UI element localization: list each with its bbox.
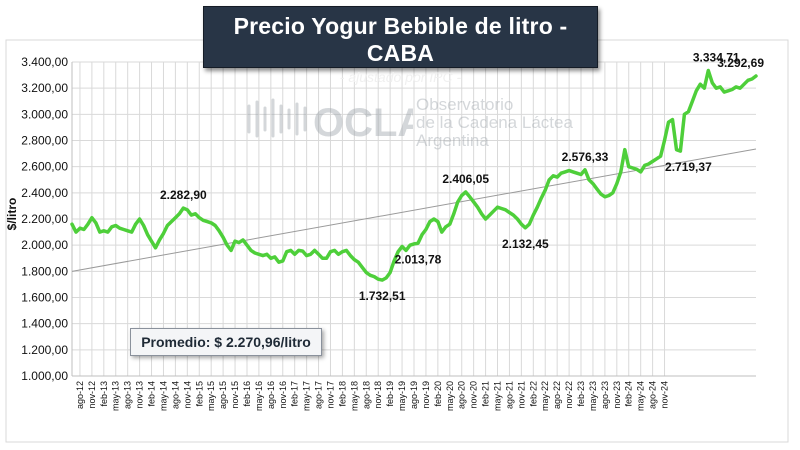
x-tick-label: may-24 bbox=[636, 381, 646, 411]
x-tick-label: feb-23 bbox=[576, 381, 586, 407]
y-tick-label: 2.800,00 bbox=[21, 134, 68, 148]
x-tick-label: nov-23 bbox=[612, 381, 622, 409]
x-tick-label: may-13 bbox=[111, 381, 121, 411]
x-tick-label: feb-18 bbox=[337, 381, 347, 407]
y-tick-label: 3.200,00 bbox=[21, 81, 68, 95]
data-label: 2.406,05 bbox=[442, 172, 489, 186]
x-tick-label: may-17 bbox=[302, 381, 312, 411]
x-tick-label: ago-13 bbox=[123, 381, 133, 409]
x-tick-label: may-23 bbox=[588, 381, 598, 411]
x-tick-label: nov-24 bbox=[660, 381, 670, 409]
x-tick-label: may-16 bbox=[254, 381, 264, 411]
x-tick-label: nov-19 bbox=[421, 381, 431, 409]
x-tick-label: may-15 bbox=[206, 381, 216, 411]
x-tick-label: nov-21 bbox=[516, 381, 526, 409]
x-tick-label: may-14 bbox=[158, 381, 168, 411]
ocla-logo-text: OCLA bbox=[313, 101, 413, 145]
average-box: Promedio: $ 2.270,96/litro bbox=[130, 328, 322, 356]
y-tick-label: 1.800,00 bbox=[21, 264, 68, 278]
x-tick-label: ago-12 bbox=[75, 381, 85, 409]
ocla-logo-icon: OCLA bbox=[247, 98, 426, 145]
x-tick-label: ago-14 bbox=[170, 381, 180, 409]
x-tick-label: nov-20 bbox=[469, 381, 479, 409]
data-label: 2.013,78 bbox=[395, 252, 442, 266]
x-tick-label: ago-20 bbox=[457, 381, 467, 409]
x-tick-label: nov-16 bbox=[278, 381, 288, 409]
y-tick-label: 2.000,00 bbox=[21, 238, 68, 252]
y-tick-label: 3.000,00 bbox=[21, 107, 68, 121]
data-label: 3.334,71 bbox=[693, 51, 740, 65]
x-tick-label: may-20 bbox=[445, 381, 455, 411]
x-tick-label: feb-24 bbox=[624, 381, 634, 407]
x-tick-label: ago-24 bbox=[648, 381, 658, 409]
x-tick-label: feb-22 bbox=[528, 381, 538, 407]
x-tick-label: may-21 bbox=[493, 381, 503, 411]
x-tick-label: feb-20 bbox=[433, 381, 443, 407]
org-line-3: Argentina bbox=[416, 131, 489, 150]
y-tick-label: 1.200,00 bbox=[21, 343, 68, 357]
x-tick-label: feb-14 bbox=[147, 381, 157, 407]
x-tick-label: ago-16 bbox=[266, 381, 276, 409]
series-line bbox=[70, 68, 758, 282]
x-tick-label: nov-18 bbox=[373, 381, 383, 409]
chart-title-box: Precio Yogur Bebible de litro - CABA - a… bbox=[203, 6, 598, 85]
x-tick-label: ago-22 bbox=[552, 381, 562, 409]
y-tick-label: 2.200,00 bbox=[21, 212, 68, 226]
x-tick-label: nov-14 bbox=[182, 381, 192, 409]
x-tick-label: ago-23 bbox=[600, 381, 610, 409]
x-tick-label: ago-18 bbox=[361, 381, 371, 409]
x-tick-label: feb-15 bbox=[194, 381, 204, 407]
y-tick-label: 1.600,00 bbox=[21, 291, 68, 305]
data-label: 2.282,90 bbox=[160, 188, 207, 202]
x-tick-label: may-19 bbox=[397, 381, 407, 411]
x-tick-label: nov-13 bbox=[135, 381, 145, 409]
data-label: 2.719,37 bbox=[665, 160, 712, 174]
y-tick-label: 2.600,00 bbox=[21, 160, 68, 174]
chart-subtitle: - ajustado por IPC - bbox=[339, 69, 462, 85]
org-line-1: Observatorio bbox=[416, 95, 514, 114]
x-tick-label: feb-19 bbox=[385, 381, 395, 407]
x-tick-label: feb-17 bbox=[290, 381, 300, 407]
y-tick-label: 1.400,00 bbox=[21, 317, 68, 331]
x-tick-label: feb-16 bbox=[242, 381, 252, 407]
y-tick-label: 1.000,00 bbox=[21, 369, 68, 383]
chart-title: Precio Yogur Bebible de litro - CABA bbox=[233, 13, 568, 66]
y-tick-label: 3.400,00 bbox=[21, 55, 68, 69]
data-label: 2.132,45 bbox=[502, 237, 549, 251]
ocla-org-name: Observatorio de la Cadena Láctea Argenti… bbox=[416, 96, 573, 150]
x-tick-label: nov-22 bbox=[564, 381, 574, 409]
org-line-2: de la Cadena Láctea bbox=[416, 113, 573, 132]
data-label: 1.732,51 bbox=[359, 289, 406, 303]
x-tick-label: feb-21 bbox=[481, 381, 491, 407]
x-tick-label: ago-17 bbox=[314, 381, 324, 409]
x-tick-label: nov-15 bbox=[230, 381, 240, 409]
y-tick-label: 2.400,00 bbox=[21, 186, 68, 200]
x-tick-label: nov-12 bbox=[87, 381, 97, 409]
x-tick-label: ago-21 bbox=[504, 381, 514, 409]
x-tick-label: may-18 bbox=[349, 381, 359, 411]
x-tick-label: may-22 bbox=[540, 381, 550, 411]
x-tick-label: feb-13 bbox=[99, 381, 109, 407]
data-label: 3.292,69 bbox=[717, 56, 764, 70]
ocla-watermark: OCLA Observatorio de la Cadena Láctea Ar… bbox=[243, 94, 573, 156]
data-label: 2.576,33 bbox=[562, 150, 609, 164]
x-tick-label: ago-15 bbox=[218, 381, 228, 409]
y-axis-label: $/litro bbox=[5, 198, 19, 231]
x-tick-label: ago-19 bbox=[409, 381, 419, 409]
x-tick-label: nov-17 bbox=[325, 381, 335, 409]
